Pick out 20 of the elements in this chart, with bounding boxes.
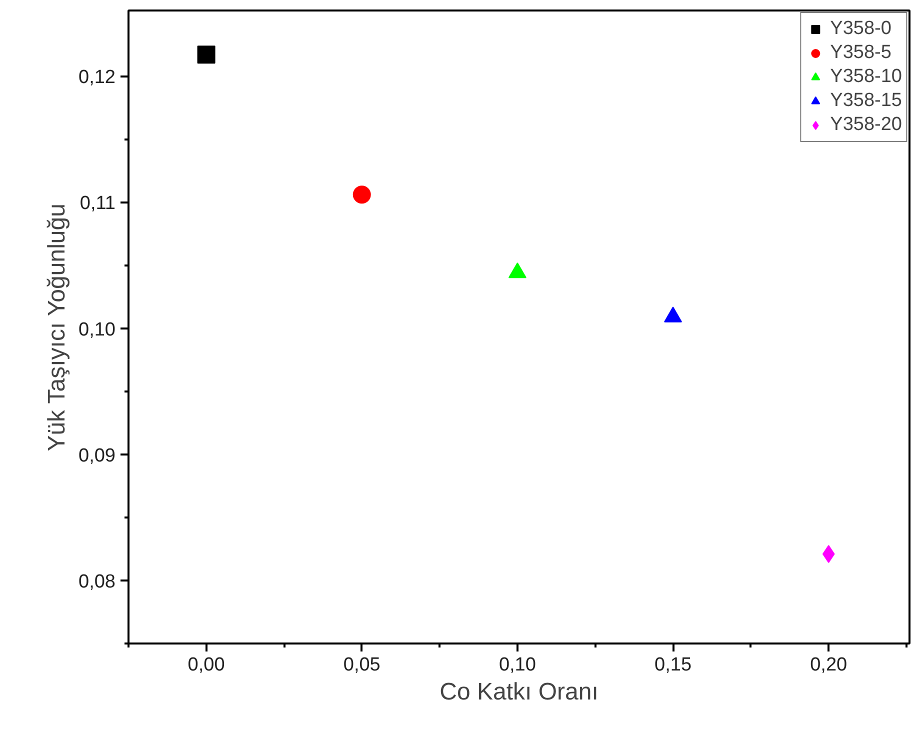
- x-tick-label: 0,05: [343, 654, 380, 676]
- x-tick-label: 0,10: [498, 654, 536, 676]
- point: [197, 46, 216, 64]
- point: [352, 186, 371, 204]
- x-tick-label: 0,20: [810, 654, 848, 676]
- y-tick-label: 0,11: [80, 193, 116, 214]
- legend-label: Y358-10: [830, 65, 902, 89]
- y-axis-title: Yük Taşıyıcı Yoğunluğu: [44, 204, 71, 452]
- y-tick-label: 0,10: [78, 319, 116, 340]
- legend-label: Y358-5: [830, 41, 892, 65]
- point: [822, 544, 835, 563]
- legend-label: Y358-15: [830, 89, 902, 113]
- x-tick-label: 0,00: [188, 654, 225, 676]
- legend-label: Y358-20: [830, 113, 902, 137]
- legend-label: Y358-0: [830, 17, 892, 41]
- x-tick-label: 0,15: [654, 654, 692, 676]
- y-tick-label: 0,09: [78, 445, 116, 466]
- y-tick-label: 0,12: [78, 67, 116, 88]
- y-tick-label: 0,08: [78, 571, 116, 592]
- x-axis-title: Co Katkı Oranı: [440, 678, 598, 706]
